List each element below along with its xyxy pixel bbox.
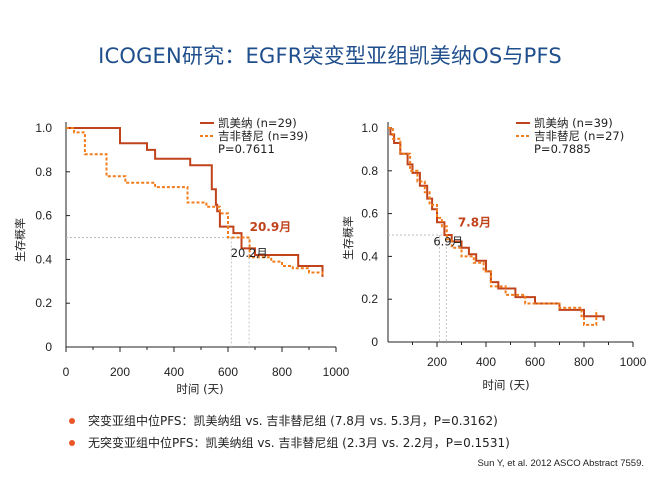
legend-label: P=0.7611 [218, 142, 275, 156]
bullet-dot-icon [69, 440, 75, 446]
legend-label: 吉非替尼 (n=27) [534, 129, 624, 143]
x-tick-label: 800 [574, 355, 594, 369]
y-tick-label: 0.4 [361, 249, 378, 263]
y-tick-label: 0.8 [361, 164, 378, 178]
x-tick-label: 400 [164, 365, 184, 379]
km-chart-1: 0 0.2 0.4 0.6 0.8 1.0 0 200 400 600 800 1000 时间 (天) 生… [13, 116, 350, 396]
icotinib-curve [388, 127, 605, 321]
x-tick-label: 200 [110, 365, 130, 379]
km-chart-2: 0 0.2 0.4 0.6 0.8 1.0 200 400 600 800 1000 时间 (天) 生存… [341, 116, 647, 392]
y-tick-label: 1.0 [361, 121, 378, 135]
legend-label: 凯美纳 (n=29) [218, 116, 297, 130]
citation: Sun Y, et al. 2012 ASCO Abstract 7559. [477, 458, 644, 469]
x-tick-label: 200 [427, 355, 447, 369]
legend-label: 凯美纳 (n=39) [534, 116, 613, 130]
legend: 凯美纳 (n=29)吉非替尼 (n=39)P=0.7611 [200, 116, 308, 156]
y-tick-label: 0.8 [35, 165, 52, 179]
legend: 凯美纳 (n=39)吉非替尼 (n=27)P=0.7885 [516, 116, 624, 156]
bullet-dot-icon [69, 418, 75, 424]
median-annotation: 20.2月 [231, 246, 268, 260]
y-tick-label: 1.0 [35, 121, 52, 135]
gefitinib-curve [66, 127, 324, 277]
x-axis-label: 时间 (天) [482, 378, 529, 392]
y-tick-label: 0 [371, 335, 378, 349]
median-annotation: 20.9月 [250, 220, 292, 234]
x-axis-label: 时间 (天) [176, 382, 223, 396]
y-tick-label: 0.6 [35, 209, 52, 223]
bullet-item: 无突变亚组中位PFS：凯美纳组 vs. 吉非替尼组 (2.3月 vs. 2.2月… [60, 432, 660, 454]
y-tick-label: 0.2 [361, 292, 378, 306]
icotinib-curve [66, 127, 324, 277]
y-axis-label: 生存概率 [13, 218, 27, 262]
slide-title: ICOGEN研究：EGFR突变型亚组凯美纳OS与PFS [98, 44, 562, 68]
x-tick-label: 800 [272, 365, 292, 379]
bullet-text: 突变亚组中位PFS：凯美纳组 vs. 吉非替尼组 (7.8月 vs. 5.3月，… [88, 414, 498, 428]
y-axis-label: 生存概率 [341, 216, 355, 260]
gefitinib-curve [388, 127, 598, 326]
bullet-list: 突变亚组中位PFS：凯美纳组 vs. 吉非替尼组 (7.8月 vs. 5.3月，… [60, 410, 660, 454]
y-tick-label: 0.2 [35, 296, 52, 310]
legend-label: P=0.7885 [534, 142, 591, 156]
x-tick-label: 1000 [620, 355, 647, 369]
x-tick-label: 600 [218, 365, 238, 379]
legend-label: 吉非替尼 (n=39) [218, 129, 308, 143]
x-tick-label: 0 [63, 365, 70, 379]
bullet-text: 无突变亚组中位PFS：凯美纳组 vs. 吉非替尼组 (2.3月 vs. 2.2月… [88, 436, 510, 450]
bullet-item: 突变亚组中位PFS：凯美纳组 vs. 吉非替尼组 (7.8月 vs. 5.3月，… [60, 410, 660, 432]
x-tick-label: 400 [476, 355, 496, 369]
y-tick-label: 0 [45, 340, 52, 354]
x-tick-label: 1000 [323, 365, 350, 379]
y-tick-label: 0.4 [35, 252, 52, 266]
y-tick-label: 0.6 [361, 207, 378, 221]
median-annotation: 7.8月 [458, 215, 491, 229]
x-tick-label: 600 [525, 355, 545, 369]
median-annotation: 6.9月 [433, 235, 463, 249]
